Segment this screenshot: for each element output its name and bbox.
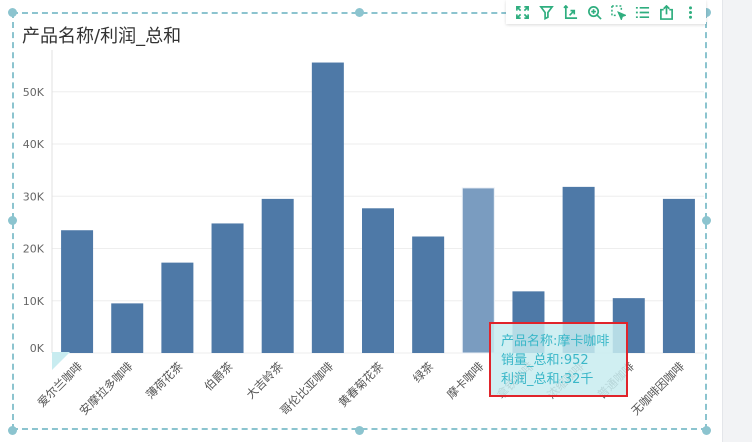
select-area-icon[interactable] <box>609 3 627 21</box>
tooltip-category: 产品名称:摩卡咖啡 <box>501 334 610 349</box>
fullscreen-icon[interactable] <box>513 3 531 21</box>
bar-1[interactable] <box>111 303 144 353</box>
resize-handle-left[interactable] <box>8 216 17 225</box>
resize-handle-bottom[interactable] <box>355 426 364 435</box>
bar-3[interactable] <box>211 223 244 353</box>
bar-2[interactable] <box>161 262 194 353</box>
corner-marker <box>52 352 70 370</box>
zoom-in-icon[interactable] <box>585 3 603 21</box>
gutter-divider <box>722 0 723 442</box>
x-tick-label: 薄荷花茶 <box>143 359 186 402</box>
x-tick-label: 伯爵茶 <box>201 359 236 394</box>
resize-handle-top-left[interactable] <box>8 8 17 17</box>
y-tick-label: 20K <box>23 243 45 256</box>
resize-handle-top[interactable] <box>355 8 364 17</box>
bar-0[interactable] <box>61 230 94 353</box>
filter-icon[interactable] <box>537 3 555 21</box>
resize-handle-top-right[interactable] <box>702 8 711 17</box>
more-icon[interactable] <box>681 3 699 21</box>
bar-8[interactable] <box>461 187 495 354</box>
x-tick-label: 哥伦比亚咖啡 <box>277 359 336 418</box>
resize-handle-bottom-left[interactable] <box>8 426 17 435</box>
chart-title: 产品名称/利润_总和 <box>22 26 182 47</box>
x-tick-label: 绿茶 <box>410 359 437 386</box>
x-tick-label: 大吉岭茶 <box>243 359 286 402</box>
x-tick-label: 无咖啡因咖啡 <box>628 359 687 418</box>
x-tick-label: 黄春菊花茶 <box>336 359 387 410</box>
y-tick-label: 30K <box>23 190 45 203</box>
y-tick-label: 40K <box>23 138 45 151</box>
bar-7[interactable] <box>412 236 445 353</box>
bar-5[interactable] <box>311 62 344 353</box>
tooltip-profit: 利润_总和:32千 <box>501 372 594 387</box>
bar-12[interactable] <box>662 198 695 353</box>
x-tick-label: 安摩拉多咖啡 <box>77 359 136 418</box>
y-tick-label: 10K <box>23 295 45 308</box>
export-icon[interactable] <box>657 3 675 21</box>
chart-tooltip: 产品名称:摩卡咖啡 销量_总和:952 利润_总和:32千 <box>489 322 628 397</box>
axis-sort-icon[interactable] <box>561 3 579 21</box>
right-gutter <box>722 0 752 442</box>
bar-4[interactable] <box>261 198 294 353</box>
list-icon[interactable] <box>633 3 651 21</box>
chart-toolbar <box>506 0 706 24</box>
resize-handle-right[interactable] <box>702 216 711 225</box>
y-tick-label: 50K <box>23 86 45 99</box>
resize-handle-bottom-right[interactable] <box>702 426 711 435</box>
tooltip-sales: 销量_总和:952 <box>501 353 589 368</box>
x-tick-label: 摩卡咖啡 <box>444 359 487 402</box>
bar-6[interactable] <box>362 208 394 353</box>
y-tick-label: 0K <box>30 342 45 355</box>
